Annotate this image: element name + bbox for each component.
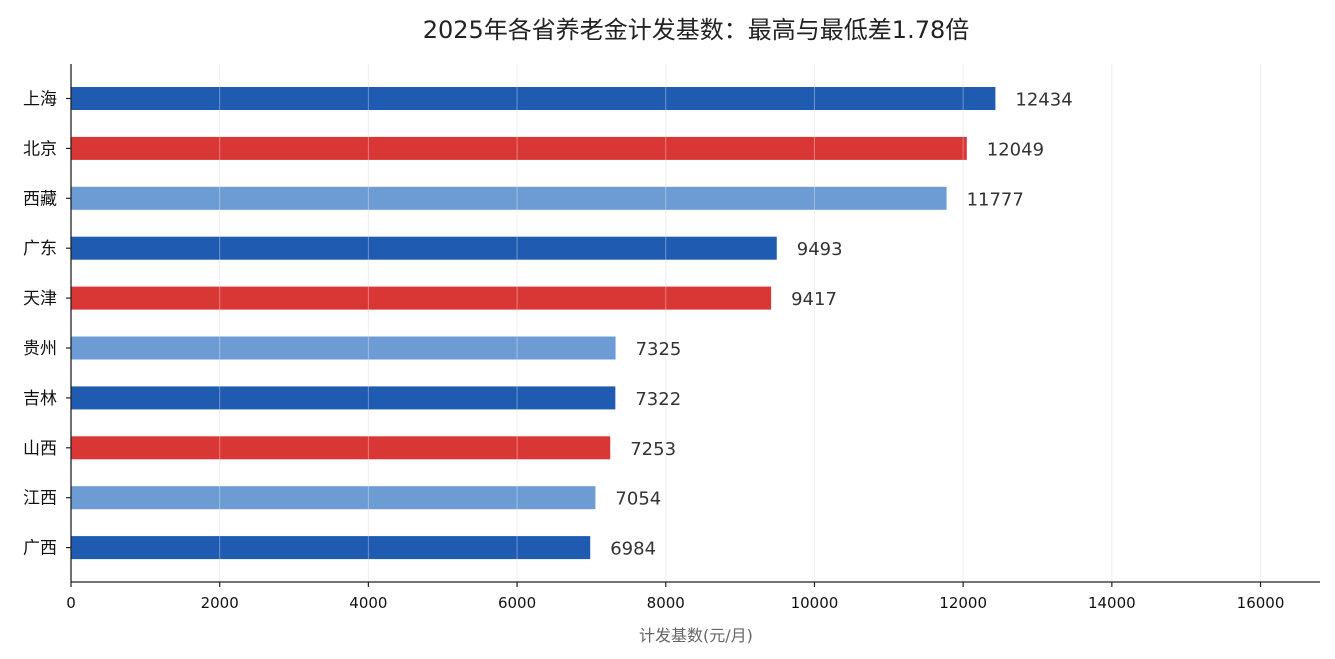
category-label: 吉林	[23, 389, 57, 409]
bars	[71, 64, 1262, 582]
value-label: 7253	[630, 439, 676, 460]
value-label: 7322	[635, 389, 681, 410]
bar	[71, 336, 616, 360]
x-tick-labels: 0 2000 4000 6000 8000 10000 12000 14000 16000	[66, 582, 1284, 612]
x-tick-label: 2000	[201, 594, 239, 612]
category-label: 江西	[23, 489, 57, 509]
x-tick-label: 10000	[791, 594, 839, 612]
value-labels: 12434 12049 11777 9493 9417 7325 7322 7253 7054 6…	[610, 90, 1072, 560]
x-tick-label: 12000	[939, 594, 987, 612]
value-label: 11777	[967, 189, 1024, 210]
bar	[71, 186, 947, 210]
value-label: 7054	[615, 489, 661, 510]
bar	[71, 87, 996, 110]
category-label: 北京	[23, 139, 57, 159]
bar	[71, 286, 772, 310]
x-axis-title: 计发基数(元/月)	[639, 626, 753, 645]
bar	[71, 236, 777, 260]
bar	[71, 136, 967, 160]
value-label: 7325	[636, 339, 682, 360]
category-label: 贵州	[23, 339, 57, 359]
x-tick-label: 16000	[1237, 594, 1285, 612]
category-label: 广西	[23, 539, 57, 559]
value-label: 6984	[610, 539, 656, 560]
bar	[71, 486, 596, 510]
category-label: 山西	[23, 439, 57, 459]
x-tick-label: 8000	[647, 594, 685, 612]
x-tick-label: 14000	[1088, 594, 1136, 612]
value-label: 9493	[797, 239, 843, 260]
bar	[71, 536, 591, 560]
chart-title: 2025年各省养老金计发基数：最高与最低差1.78倍	[423, 16, 970, 44]
x-tick-label: 4000	[349, 594, 387, 612]
category-label: 广东	[23, 239, 57, 259]
bar	[71, 436, 611, 460]
x-tick-label: 0	[66, 594, 76, 612]
value-label: 9417	[791, 289, 837, 310]
value-label: 12434	[1015, 90, 1072, 111]
value-label: 12049	[987, 139, 1044, 160]
category-label: 西藏	[23, 189, 57, 209]
bar	[71, 386, 616, 410]
x-tick-label: 6000	[498, 594, 536, 612]
category-label: 上海	[23, 90, 57, 110]
category-label: 天津	[23, 289, 57, 309]
